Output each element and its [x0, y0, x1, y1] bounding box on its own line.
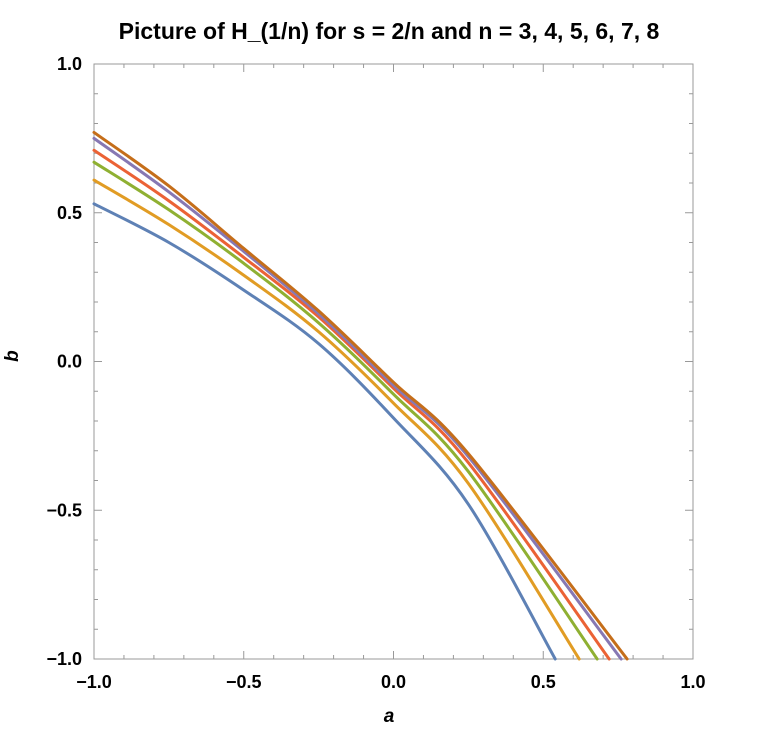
series-line [92, 136, 623, 661]
y-tick-label: 1.0 [57, 54, 82, 74]
chart-title: Picture of H_(1/n) for s = 2/n and n = 3… [119, 18, 660, 44]
series-line [92, 130, 629, 661]
x-tick-label: 0.5 [531, 672, 556, 692]
x-tick-label: 1.0 [680, 672, 705, 692]
y-tick-label: −1.0 [46, 649, 82, 669]
x-tick-label: 0.0 [381, 672, 406, 692]
x-tick-label: −0.5 [226, 672, 262, 692]
x-tick-label: −1.0 [76, 672, 112, 692]
y-axis-label: b [2, 350, 23, 362]
series-line [92, 148, 611, 661]
series-line [92, 178, 581, 661]
series-line [92, 160, 599, 661]
plot-frame [93, 63, 694, 660]
series-line [92, 202, 557, 661]
y-tick-label: −0.5 [46, 500, 82, 520]
ticks-layer: −1.0 −0.5 0.0 0.5 1.0 −1.0 −0.5 0.0 0.5 1.0 [46, 54, 705, 692]
series-layer [92, 130, 629, 661]
x-axis-label: a [384, 706, 395, 727]
y-tick-label: 0.0 [57, 352, 82, 372]
y-tick-label: 0.5 [57, 203, 82, 223]
